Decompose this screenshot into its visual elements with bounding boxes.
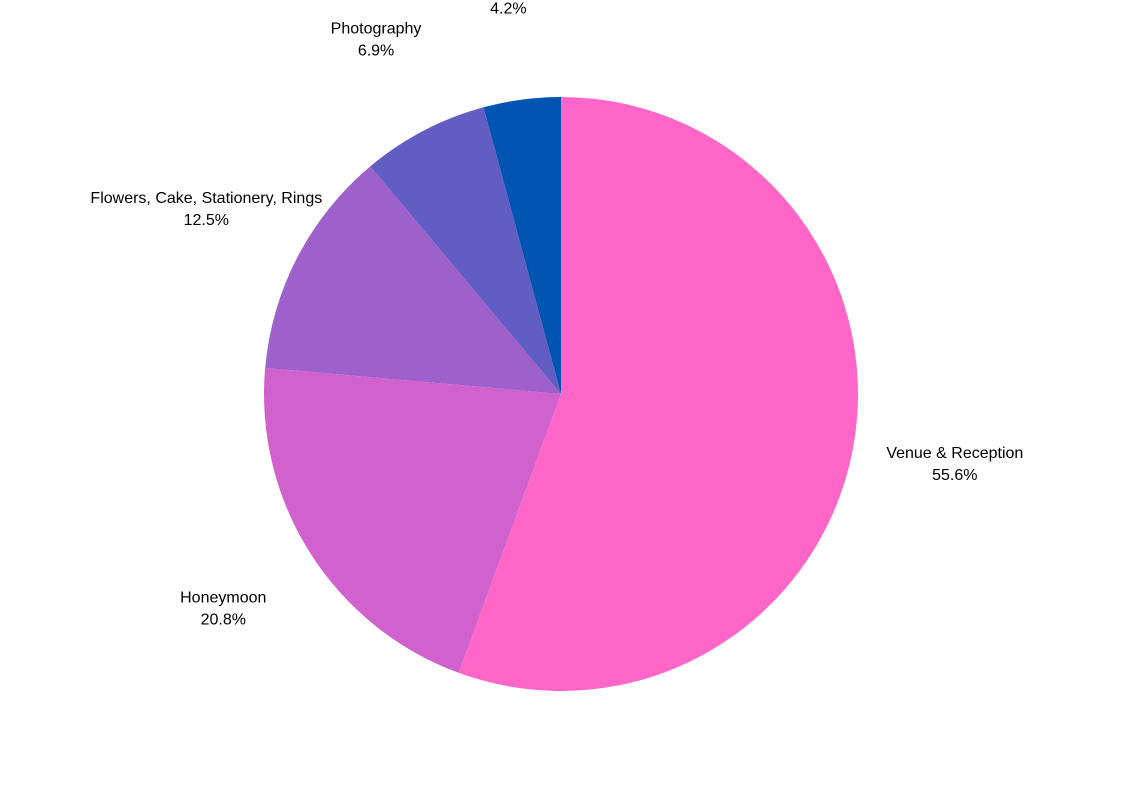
slice-label-name: Flowers, Cake, Stationery, Rings [90,190,322,207]
slice-label-name: Honeymoon [180,589,266,606]
slice-label-photography: Photography 6.9% [331,20,422,59]
slice-label-percent: 4.2% [490,0,526,17]
slice-label-name: Venue & Reception [886,445,1023,462]
slice-label-percent: 55.6% [932,467,977,484]
slice-label-percent: 6.9% [358,42,394,59]
pie-slice-flowers-cake-stationery-rings [265,166,561,394]
pie-slice-entertainment [483,97,561,394]
slices-layer [263,97,858,691]
slice-label-flowers-cake-stationery-rings: Flowers, Cake, Stationery, Rings 12.5% [90,190,322,229]
slice-label-entertainment: Entertainment4.2% [490,0,526,17]
slice-label-percent: 12.5% [184,212,229,229]
pie-slice-venue-and-reception [458,97,858,691]
pie-slice-photography [370,107,561,395]
slice-label-percent: 20.8% [201,611,246,628]
pie-slice-honeymoon [263,367,561,673]
slice-label-venue-and-reception: Venue & Reception 55.6% [886,445,1023,484]
slice-label-name: Photography [331,20,422,37]
slice-label-honeymoon: Honeymoon 20.8% [180,589,266,628]
labels-layer: Venue & Reception 55.6% Honeymoon 20.8% Flow… [90,0,1023,628]
